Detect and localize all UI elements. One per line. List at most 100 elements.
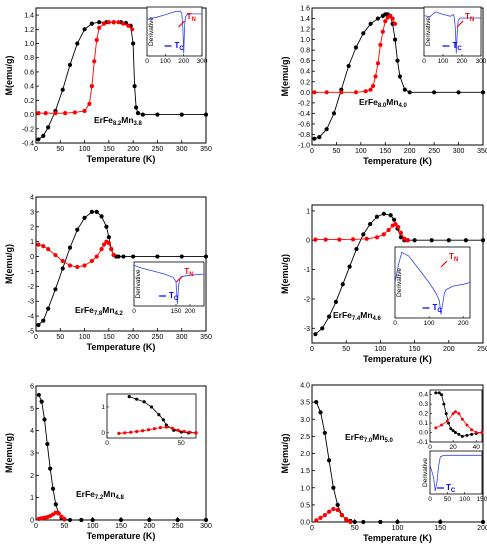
y-tick-label: 0.6 (24, 69, 34, 76)
data-point (361, 232, 366, 237)
inset-point (451, 412, 455, 416)
y-tick-label: 1.4 (300, 16, 310, 23)
data-point (347, 264, 352, 269)
x-tick-label: 300 (200, 523, 212, 530)
data-point (402, 87, 407, 92)
inset-point (474, 431, 478, 435)
data-point (155, 254, 160, 259)
inset-x-tick-label: 0 (145, 58, 149, 65)
inset-point (123, 431, 127, 435)
data-point (36, 392, 41, 398)
data-point (43, 111, 48, 116)
data-point (331, 506, 336, 512)
x-tick-label: 250 (428, 148, 440, 155)
y-tick-label: 2.0 (300, 451, 310, 458)
x-axis-label: Temperature (K) (87, 531, 156, 541)
data-point (312, 136, 317, 141)
data-point (363, 89, 368, 94)
inset-x-tick-label: 300 (197, 58, 208, 65)
y-tick-label: -2 (304, 296, 310, 303)
data-point (405, 238, 410, 243)
x-tick-label: 150 (379, 148, 391, 155)
inset-point (465, 433, 469, 437)
inset-point (434, 426, 438, 430)
inset-point (437, 391, 441, 395)
y-tick-label: 3.0 (300, 417, 310, 424)
data-point (353, 90, 359, 95)
data-point (378, 42, 383, 47)
x-tick-label: 0 (310, 148, 314, 155)
inset-point (453, 431, 457, 435)
x-tick-label: 350 (200, 334, 212, 341)
data-point (350, 237, 356, 242)
x-tick-label: 250 (152, 146, 164, 153)
data-point (361, 519, 366, 525)
y-tick-label: -1.0 (298, 143, 310, 150)
inset-point (465, 423, 469, 427)
x-tick-label: 150 (103, 334, 115, 341)
data-point (313, 332, 318, 337)
x-tick-label: 250 (172, 523, 184, 530)
data-point (48, 466, 53, 471)
inset-point (149, 405, 154, 409)
y-axis-label: M(emu/g) (280, 434, 290, 474)
data-point (337, 237, 342, 242)
x-axis-label: Temperature (K) (363, 533, 432, 543)
data-point (322, 430, 327, 436)
data-point (407, 90, 412, 95)
y-tick-label: 0 (306, 238, 310, 245)
data-point (361, 31, 366, 36)
data-point (331, 111, 337, 116)
inset-y-tick-label: 0.2 (419, 411, 428, 418)
data-point (179, 254, 184, 259)
data-point (368, 87, 373, 92)
data-series (314, 506, 353, 525)
y-tick-label: 0.0 (24, 112, 34, 119)
y-tick-label: -0.2 (298, 100, 310, 107)
data-point (109, 247, 114, 252)
inset-point (444, 412, 448, 416)
inset-y-tick-label: 0 (101, 430, 105, 437)
inset-point (460, 434, 464, 438)
data-point (75, 264, 80, 270)
inset-point (440, 423, 444, 427)
tc-label: TC (446, 483, 456, 494)
data-point (67, 517, 73, 523)
data-point (327, 509, 332, 514)
data-point (327, 314, 332, 319)
data-point (126, 23, 131, 28)
data-point (41, 244, 46, 249)
compound-label: ErFe7.4Mn4.6 (333, 310, 382, 322)
tn-label: TN (187, 12, 196, 23)
data-point (111, 252, 116, 258)
data-point (101, 21, 107, 26)
inset-x-tick-label: 0 (428, 444, 432, 451)
inset-x-tick-label: 0 (393, 320, 397, 327)
inset: 0 50 0 1 (101, 393, 198, 447)
data-point (131, 254, 136, 259)
y-tick-label: 0.6 (300, 58, 310, 65)
inset-y-tick-label: 0.3 (419, 401, 428, 408)
inset-y-tick-label: 0.1 (419, 420, 428, 427)
x-axis-label: Temperature (K) (363, 156, 432, 166)
tn-arrow (175, 275, 183, 283)
data-point (60, 258, 65, 264)
data-point (318, 410, 323, 415)
y-tick-label: 3 (30, 209, 34, 216)
data-point (344, 517, 349, 522)
inset-x-tick-label: 150 (477, 496, 487, 503)
data-series (312, 13, 398, 95)
data-point (89, 209, 94, 214)
data-point (67, 263, 73, 268)
data-point (87, 101, 92, 107)
data-point (393, 221, 398, 227)
derivative-curve (429, 454, 482, 492)
y-tick-label: 0.5 (300, 502, 310, 509)
x-tick-label: 0 (310, 525, 314, 532)
y-tick-label: 1.2 (300, 27, 310, 34)
data-point (323, 237, 328, 242)
inset-x-tick-label: 0 (132, 308, 136, 315)
data-point (106, 235, 111, 240)
data-point (53, 252, 58, 258)
